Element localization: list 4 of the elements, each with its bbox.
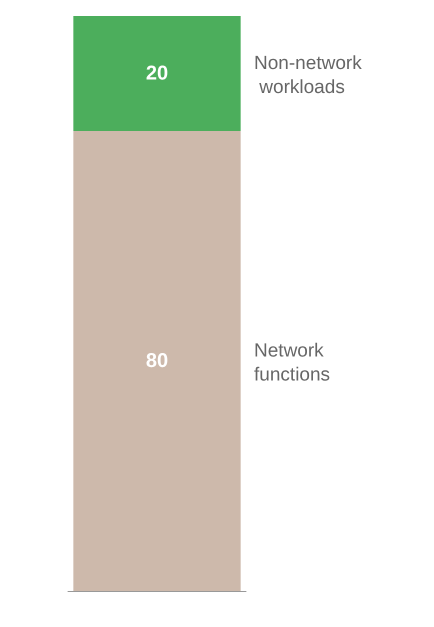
series-label: Network functions <box>254 340 330 386</box>
data-label: 80 <box>146 350 168 372</box>
series-label: Non-network workloads <box>254 53 362 98</box>
data-label: 20 <box>146 62 168 84</box>
